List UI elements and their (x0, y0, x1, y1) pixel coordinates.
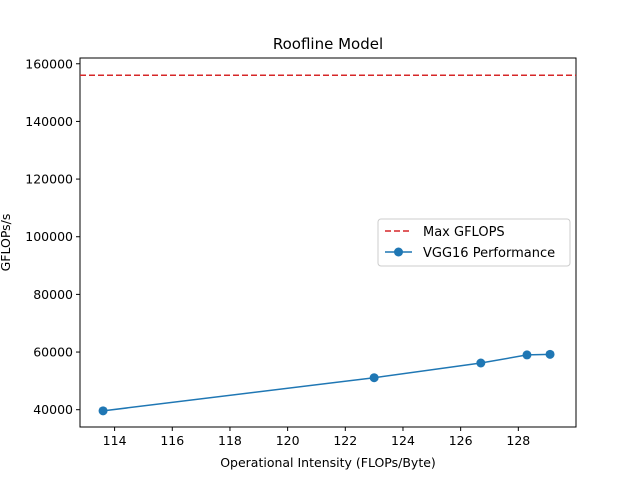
x-tick-label: 128 (506, 433, 530, 448)
vgg16-data-point (369, 373, 379, 383)
y-tick-label: 120000 (25, 172, 73, 187)
x-tick-label: 122 (333, 433, 357, 448)
legend-box (377, 218, 571, 267)
y-tick-label: 40000 (33, 402, 73, 417)
legend-marker-vgg16 (394, 247, 403, 257)
y-tick-label: 80000 (33, 287, 73, 302)
y-tick-label: 140000 (25, 114, 73, 129)
x-tick-label: 124 (391, 433, 415, 448)
x-axis: 114 116 118 120 122 124 126 128 (103, 427, 530, 448)
x-tick-label: 116 (160, 433, 184, 448)
x-tick-label: 118 (218, 433, 242, 448)
y-tick-label: 100000 (25, 229, 73, 244)
y-axis-title: GFLOPs/s (0, 214, 13, 272)
y-tick-label: 60000 (33, 345, 73, 360)
x-tick-label: 114 (103, 433, 127, 448)
vgg16-data-point (98, 406, 108, 416)
vgg16-data-point (522, 350, 532, 360)
legend-label-vgg16: VGG16 Performance (423, 246, 555, 261)
vgg16-data-point (545, 349, 555, 359)
y-axis: 40000 60000 80000 100000 120000 140000 160000 (25, 56, 80, 417)
legend-label-max-gflops: Max GFLOPS (423, 225, 505, 240)
x-tick-label: 126 (449, 433, 473, 448)
x-tick-label: 120 (276, 433, 300, 448)
y-tick-label: 160000 (25, 56, 73, 71)
legend: Max GFLOPS VGG16 Performance (377, 218, 571, 267)
chart-title: Roofline Model (273, 35, 383, 53)
series-layer (80, 74, 576, 416)
plot-area (79, 57, 577, 428)
x-axis-title: Operational Intensity (FLOPs/Byte) (220, 455, 436, 470)
vgg16-data-point (476, 358, 486, 368)
